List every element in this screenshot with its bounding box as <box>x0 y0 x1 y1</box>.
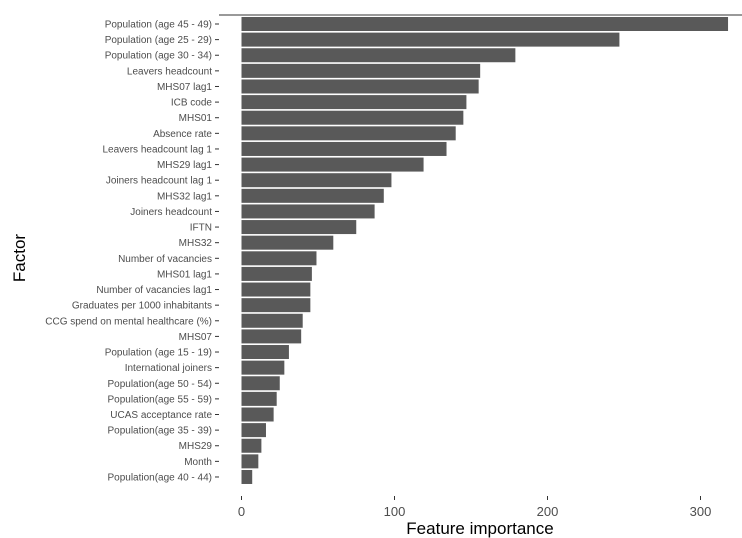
bar <box>241 313 303 328</box>
bar <box>241 438 262 453</box>
bar <box>241 407 274 422</box>
x-axis-ticks: 0 100 200 300 <box>238 496 711 519</box>
y-axis-ticks: Population (age 45 - 49) Population (age … <box>45 20 219 483</box>
bar <box>241 173 392 188</box>
bar <box>241 204 375 219</box>
x-tick-label: 300 <box>690 504 712 519</box>
bar <box>241 298 311 313</box>
y-tick-label: Leavers headcount <box>127 66 212 77</box>
y-tick-label: International joiners <box>125 363 212 374</box>
y-tick-label: Population(age 55 - 59) <box>107 394 212 405</box>
y-tick-label: MHS01 <box>179 113 213 124</box>
bar <box>241 63 481 78</box>
y-tick-label: MHS01 lag1 <box>157 269 212 280</box>
x-axis-title: Feature importance <box>406 519 553 538</box>
bar <box>241 345 289 360</box>
y-tick-label: MHS32 <box>179 238 213 249</box>
y-tick-label: Population(age 35 - 39) <box>107 426 212 437</box>
bar <box>241 79 479 94</box>
y-tick-label: Population (age 25 - 29) <box>105 35 212 46</box>
y-tick-label: Joiners headcount lag 1 <box>106 176 213 187</box>
y-tick-label: Population (age 30 - 34) <box>105 51 212 62</box>
y-tick-label: Population(age 50 - 54) <box>107 379 212 390</box>
bar <box>241 48 516 63</box>
bar <box>241 126 456 141</box>
bar <box>241 391 277 406</box>
y-tick-label: MHS07 <box>179 332 213 343</box>
bar <box>241 423 266 438</box>
bar <box>241 17 729 31</box>
bar <box>241 282 311 297</box>
bar <box>241 235 334 250</box>
bar <box>241 454 259 469</box>
y-tick-label: Joiners headcount <box>130 207 212 218</box>
y-tick-label: Number of vacancies lag1 <box>96 285 212 296</box>
bar <box>241 266 312 281</box>
bar <box>241 110 464 125</box>
bar <box>241 469 253 484</box>
x-tick-label: 200 <box>537 504 559 519</box>
y-tick-label: MHS32 lag1 <box>157 191 212 202</box>
y-tick-label: Population (age 45 - 49) <box>105 20 212 31</box>
bar <box>241 329 302 344</box>
bar <box>241 376 280 391</box>
bar <box>241 251 317 266</box>
bar <box>241 360 285 375</box>
bar <box>241 32 620 47</box>
bars-group <box>241 17 729 484</box>
y-tick-label: Graduates per 1000 inhabitants <box>72 301 212 312</box>
y-tick-label: CCG spend on mental healthcare (%) <box>45 316 212 327</box>
bar <box>241 141 447 156</box>
y-tick-label: UCAS acceptance rate <box>110 410 212 421</box>
bar <box>241 188 384 203</box>
y-tick-label: Number of vacancies <box>118 254 212 265</box>
y-tick-label: Population (age 15 - 19) <box>105 348 212 359</box>
y-tick-label: MHS07 lag1 <box>157 82 212 93</box>
x-tick-label: 0 <box>238 504 245 519</box>
y-tick-label: IFTN <box>190 223 212 234</box>
y-tick-label: ICB code <box>171 98 213 109</box>
bar <box>241 157 424 172</box>
y-axis-title: Factor <box>10 234 29 283</box>
y-tick-label: Month <box>184 457 212 468</box>
bar <box>241 220 357 235</box>
y-tick-label: MHS29 <box>179 441 213 452</box>
y-tick-label: Absence rate <box>153 129 212 140</box>
y-tick-label: Leavers headcount lag 1 <box>102 144 212 155</box>
bar <box>241 95 467 110</box>
y-tick-label: Population(age 40 - 44) <box>107 472 212 483</box>
x-tick-label: 100 <box>384 504 406 519</box>
y-tick-label: MHS29 lag1 <box>157 160 212 171</box>
